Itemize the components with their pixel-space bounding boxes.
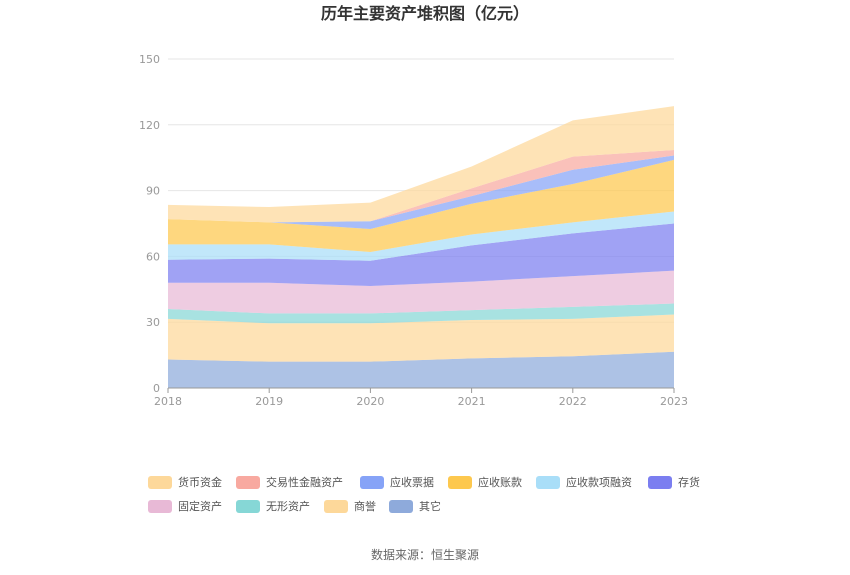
legend-swatch xyxy=(324,500,348,513)
legend-swatch xyxy=(536,476,560,489)
legend-label: 应收票据 xyxy=(390,475,434,489)
x-tick-label: 2018 xyxy=(154,395,182,408)
legend-swatch xyxy=(389,500,413,513)
legend-item[interactable]: 存货 xyxy=(648,475,700,489)
legend-label: 应收账款 xyxy=(478,475,522,489)
legend-label: 应收款项融资 xyxy=(566,475,632,489)
area-series-7 xyxy=(168,155,674,229)
y-tick-label: 30 xyxy=(146,316,160,329)
legend-swatch xyxy=(648,476,672,489)
y-tick-label: 150 xyxy=(139,53,160,66)
area-series-1 xyxy=(168,314,674,362)
area-series-4 xyxy=(168,223,674,287)
x-tick-label: 2022 xyxy=(559,395,587,408)
legend-item[interactable]: 固定资产 xyxy=(148,499,222,513)
area-series-3 xyxy=(168,270,674,314)
legend-item[interactable]: 货币资金 xyxy=(148,475,222,489)
area-series-8 xyxy=(168,150,674,223)
area-series-group xyxy=(168,106,674,388)
y-tick-label: 90 xyxy=(146,185,160,198)
legend-item[interactable]: 应收票据 xyxy=(360,475,434,489)
area-series-0 xyxy=(168,351,674,388)
legend-swatch xyxy=(148,500,172,513)
legend-swatch xyxy=(236,500,260,513)
legend-label: 商誉 xyxy=(354,499,376,513)
legend-label: 固定资产 xyxy=(178,499,222,513)
y-tick-label: 60 xyxy=(146,250,160,263)
legend-label: 货币资金 xyxy=(178,475,222,489)
legend-item[interactable]: 应收账款 xyxy=(448,475,522,489)
data-source: 数据来源：恒生聚源 xyxy=(371,547,479,562)
legend-label: 交易性金融资产 xyxy=(266,475,343,489)
y-tick-label: 120 xyxy=(139,119,160,132)
legend-item[interactable]: 其它 xyxy=(389,499,441,513)
legend-item[interactable]: 应收款项融资 xyxy=(536,475,632,489)
chart-title: 历年主要资产堆积图（亿元） xyxy=(321,4,529,23)
legend-item[interactable]: 商誉 xyxy=(324,499,376,513)
area-series-5 xyxy=(168,211,674,261)
legend-item[interactable]: 无形资产 xyxy=(236,499,310,513)
legend-swatch xyxy=(360,476,384,489)
legend-label: 无形资产 xyxy=(266,499,310,513)
legend-swatch xyxy=(236,476,260,489)
legend-label: 其它 xyxy=(419,499,441,513)
legend-label: 存货 xyxy=(678,475,700,489)
x-tick-label: 2020 xyxy=(356,395,384,408)
area-series-2 xyxy=(168,303,674,324)
area-series-9 xyxy=(168,106,674,223)
legend-swatch xyxy=(448,476,472,489)
area-series-6 xyxy=(168,159,674,253)
x-tick-label: 2023 xyxy=(660,395,688,408)
legend-swatch xyxy=(148,476,172,489)
x-tick-label: 2021 xyxy=(458,395,486,408)
y-tick-label: 0 xyxy=(153,382,160,395)
x-tick-label: 2019 xyxy=(255,395,283,408)
axes: 0 30 60 90 120 150 2018 2019 2020 2021 2022 2023 xyxy=(139,53,688,408)
legend-item[interactable]: 交易性金融资产 xyxy=(236,475,343,489)
